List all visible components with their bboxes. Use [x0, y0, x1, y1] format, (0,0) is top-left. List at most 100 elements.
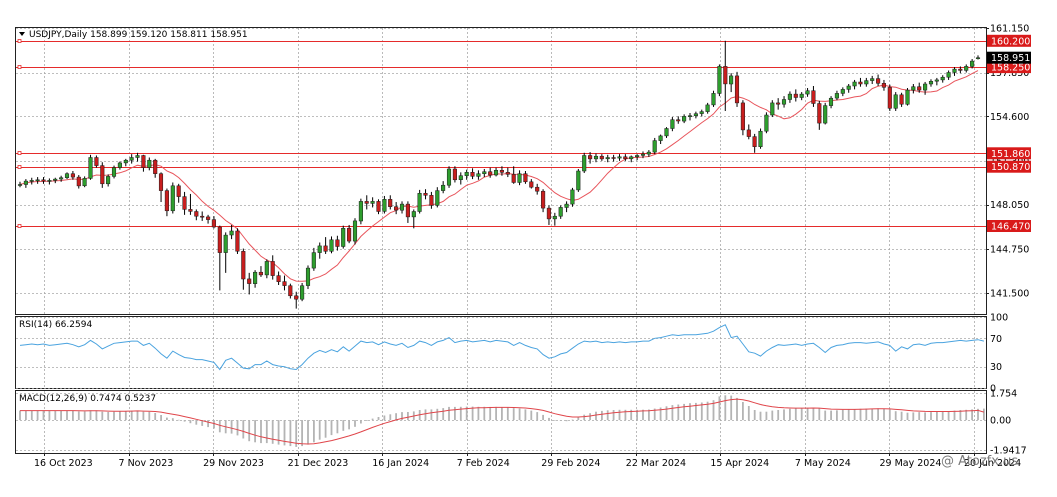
candle [59, 175, 64, 182]
candle [576, 168, 581, 192]
candle-body [317, 245, 322, 253]
macd-bar [918, 412, 921, 421]
candle [811, 86, 816, 107]
macd-bar [483, 406, 486, 421]
candle-body [646, 151, 651, 155]
macd-bar [583, 414, 586, 421]
candle [446, 166, 452, 188]
macd-bar [595, 411, 597, 421]
rsi-line [19, 324, 985, 371]
candle [253, 270, 258, 288]
candle [123, 158, 128, 167]
candle-body [828, 97, 834, 106]
main-panel-frame [15, 27, 987, 315]
macd-bar [648, 409, 650, 421]
macd-bar [330, 420, 333, 436]
candle-body [917, 86, 922, 91]
date-tick-label: 15 Apr 2024 [710, 458, 769, 469]
candle [147, 157, 152, 171]
macd-bar [218, 420, 221, 433]
candle [687, 112, 693, 121]
macd-bar [401, 412, 403, 421]
candle-body [576, 170, 581, 191]
price-tick-label: 157.850 [990, 68, 1029, 79]
candle-body [270, 261, 275, 276]
candle [505, 167, 510, 178]
candle [323, 237, 328, 254]
candle-body [787, 93, 792, 100]
date-axis: 16 Oct 2023 7 Nov 2023 29 Nov 2023 21 Dec 2… [34, 453, 1021, 469]
macd-bar [601, 410, 603, 421]
macd-bar [107, 412, 110, 421]
rsi-title: RSI(14) 66.2594 [19, 320, 92, 330]
candle-body [799, 93, 804, 98]
candle-body [182, 196, 187, 210]
candle-body [106, 176, 111, 185]
candle [787, 91, 792, 103]
candle [676, 116, 681, 124]
candle-body [570, 189, 575, 205]
candle-body [523, 173, 528, 183]
macd-bar [283, 420, 286, 446]
candle-body [294, 295, 299, 300]
candle [176, 183, 181, 203]
candle-body [358, 201, 363, 222]
macd-bar [665, 406, 668, 421]
candle [582, 152, 587, 174]
candle-body [781, 99, 787, 105]
candle [441, 181, 446, 194]
candle-body [188, 209, 193, 212]
macd-bar [553, 420, 556, 421]
candle [570, 187, 575, 207]
candle-body [417, 193, 422, 212]
level-tag-label: 158.250 [991, 63, 1030, 74]
candle [964, 64, 969, 73]
macd-bar [677, 404, 680, 421]
macd-bar [712, 400, 715, 421]
candle-body [541, 190, 546, 209]
candle-body [176, 185, 181, 197]
candle [352, 218, 358, 245]
main-title: USDJPY,Daily 158.899 159.120 158.811 158… [29, 30, 248, 40]
candle-body [635, 155, 640, 158]
date-tick-label: 21 Dec 2023 [288, 458, 349, 469]
macd-bar [971, 409, 973, 421]
macd-bar [365, 420, 368, 421]
candle [682, 114, 687, 124]
level-anchor [17, 165, 22, 169]
candle-body [546, 207, 551, 220]
candle-body [911, 86, 916, 91]
macd-bar [542, 414, 544, 421]
candle-body [864, 80, 869, 85]
macd-bar [624, 409, 627, 421]
candle [817, 100, 822, 130]
macd-bar [683, 403, 685, 421]
macd-bar [289, 420, 292, 447]
macd-bar [454, 406, 456, 421]
candle [887, 84, 892, 111]
candle [905, 88, 910, 106]
caret-down-icon[interactable] [19, 32, 25, 36]
candle-body [47, 180, 52, 182]
candle [946, 70, 951, 80]
candle-body [217, 226, 222, 253]
watermark: @ Atozfx.us [941, 454, 1018, 469]
macd-bar [859, 408, 862, 421]
candle-body [247, 278, 252, 284]
candle [493, 167, 499, 177]
candle [911, 83, 916, 94]
macd-bar [724, 395, 727, 421]
candle [194, 209, 199, 221]
candle [805, 88, 810, 97]
macd-bar [518, 408, 521, 421]
macd-bar [424, 409, 427, 421]
macd-bar [536, 412, 539, 421]
candle [376, 199, 381, 215]
macd-bar [354, 420, 356, 427]
date-tick-label: 20 Jun 2024 [964, 458, 1021, 469]
rsi-tick-label: 100 [990, 313, 1008, 324]
candle-body [899, 94, 904, 105]
candle [958, 66, 963, 74]
macd-bar [924, 412, 926, 421]
